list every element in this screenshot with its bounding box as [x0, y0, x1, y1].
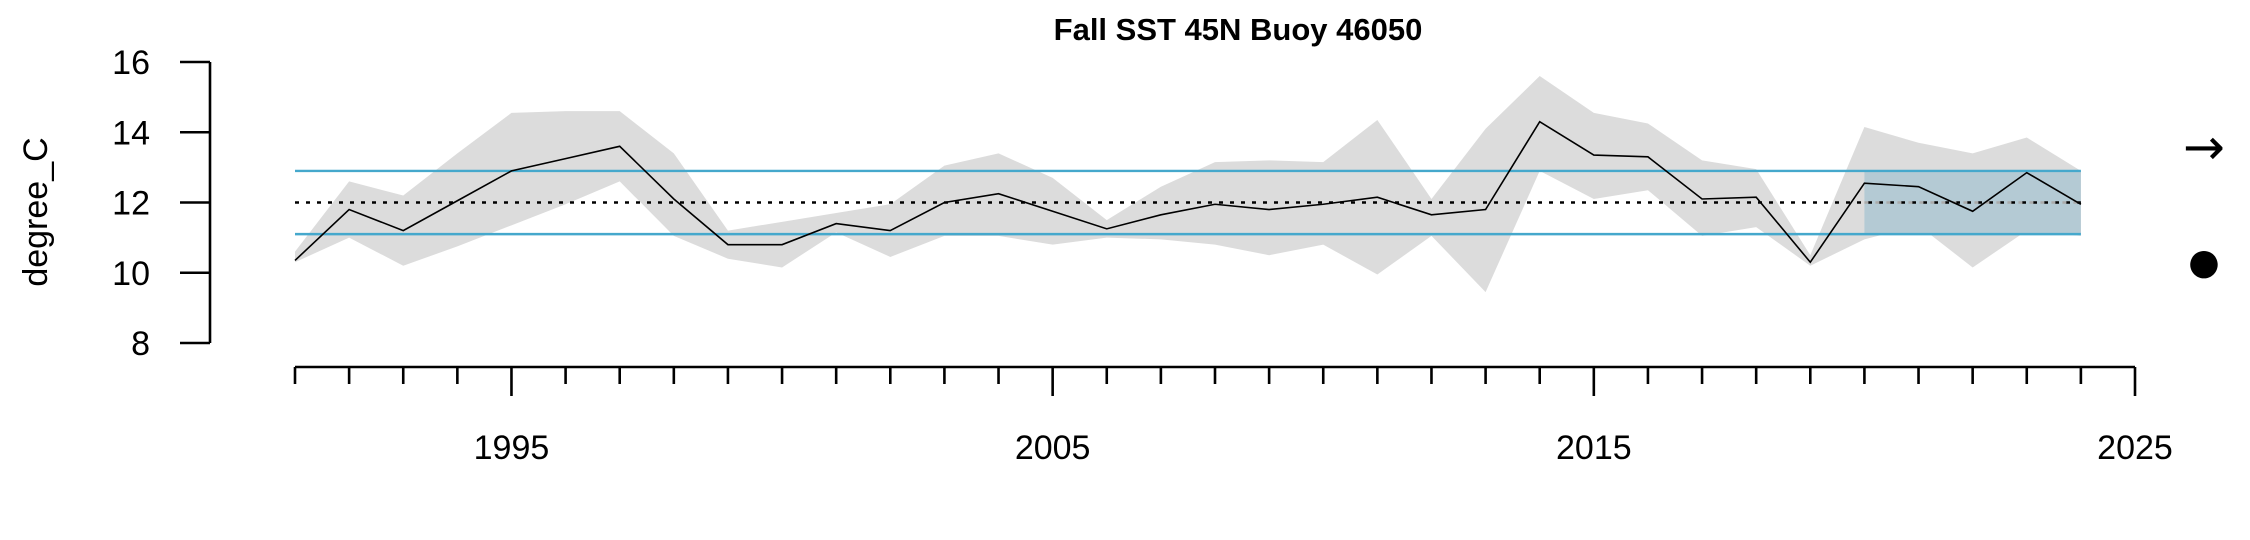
reference-lines-layer — [295, 169, 2081, 236]
x-tick-label: 2025 — [2097, 429, 2173, 467]
data-point — [1754, 195, 1758, 199]
x-tick-label: 1995 — [474, 429, 550, 467]
y-tick-label: 16 — [112, 44, 150, 82]
data-point — [888, 229, 892, 233]
data-point — [1862, 181, 1866, 185]
data-point — [2079, 202, 2083, 206]
data-point — [455, 199, 459, 203]
data-point — [1700, 197, 1704, 201]
data-point — [1429, 213, 1433, 217]
axes-layer: 8 10 12 14 16 1995 2005 2015 2025 — [112, 44, 2173, 467]
data-point — [1051, 209, 1055, 213]
x-tick-label: 2005 — [1015, 429, 1091, 467]
data-point — [672, 197, 676, 201]
data-point — [1213, 202, 1217, 206]
y-axis-label: degree_C — [17, 137, 55, 286]
data-point — [1375, 195, 1379, 199]
data-point — [834, 222, 838, 226]
data-point — [1159, 213, 1163, 217]
chart-title: Fall SST 45N Buoy 46050 — [1054, 12, 1423, 47]
data-point — [347, 208, 351, 212]
data-point — [564, 157, 568, 161]
data-point — [293, 258, 297, 262]
y-tick-label: 10 — [112, 255, 150, 293]
trend-arrow-icon: → — [2183, 118, 2225, 176]
x-tick-label: 2015 — [1556, 429, 1632, 467]
data-point — [1321, 202, 1325, 206]
data-point — [1646, 155, 1650, 159]
y-tick-label: 8 — [131, 325, 150, 363]
data-point — [618, 144, 622, 148]
series-line — [294, 120, 2082, 264]
data-point — [1267, 208, 1271, 212]
data-point — [2025, 171, 2029, 175]
confidence-band-layer — [295, 76, 2081, 293]
data-point — [726, 243, 730, 247]
y-tick-label: 14 — [112, 114, 150, 152]
data-point — [942, 201, 946, 205]
data-point — [1808, 260, 1812, 264]
confidence-band — [295, 76, 2081, 293]
data-point — [401, 229, 405, 233]
data-point — [1105, 227, 1109, 231]
data-point — [1484, 208, 1488, 212]
data-point — [1538, 120, 1542, 124]
series-layer — [293, 120, 2083, 264]
mean-status-dot-icon: ● — [2188, 242, 2219, 283]
data-point — [509, 169, 513, 173]
data-point — [997, 192, 1001, 196]
recent-window-box — [1864, 170, 2081, 235]
recent-window-layer — [1864, 170, 2081, 235]
data-point — [780, 243, 784, 247]
status-symbols-layer: → ● — [2183, 118, 2225, 283]
y-tick-label: 12 — [112, 185, 150, 223]
data-point — [1592, 153, 1596, 157]
data-point — [1971, 209, 1975, 213]
data-point — [1917, 185, 1921, 189]
